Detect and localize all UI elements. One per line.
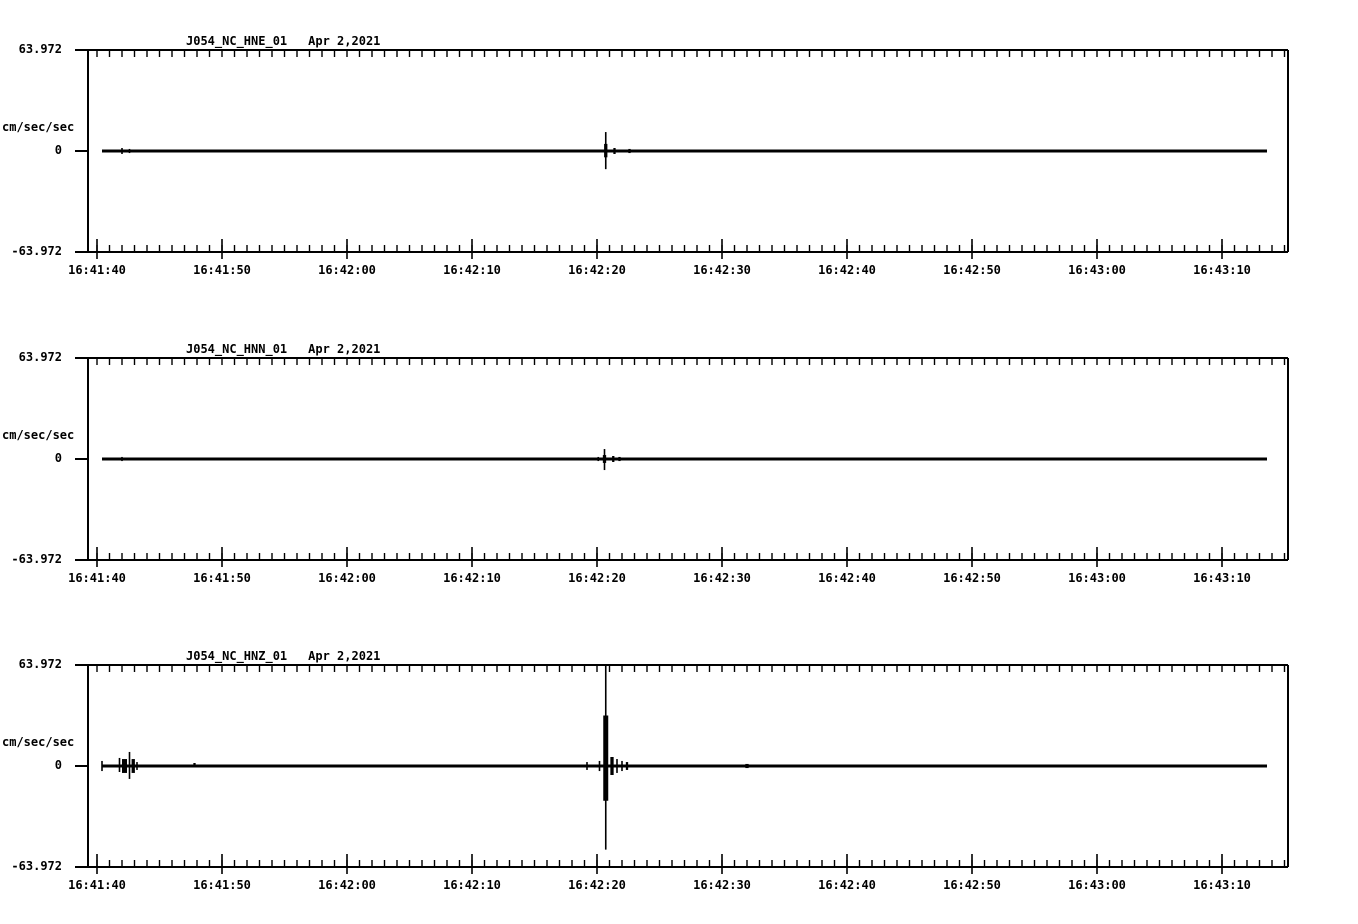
x-tick-label: 16:41:40 bbox=[68, 263, 126, 277]
x-tick-label: 16:42:50 bbox=[943, 263, 1001, 277]
panel-date: Apr 2,2021 bbox=[308, 649, 381, 663]
x-tick-label: 16:41:50 bbox=[193, 263, 251, 277]
x-tick-label: 16:42:20 bbox=[568, 878, 626, 892]
x-tick-label: 16:43:00 bbox=[1068, 571, 1126, 585]
y-min-label: -63.972 bbox=[11, 244, 62, 258]
x-tick-label: 16:43:00 bbox=[1068, 263, 1126, 277]
x-tick-label: 16:42:30 bbox=[693, 263, 751, 277]
x-tick-label: 16:42:10 bbox=[443, 878, 501, 892]
x-tick-label: 16:42:40 bbox=[818, 571, 876, 585]
x-tick-label: 16:41:50 bbox=[193, 878, 251, 892]
x-tick-label: 16:42:50 bbox=[943, 878, 1001, 892]
y-max-label: 63.972 bbox=[18, 42, 62, 56]
x-axis-labels: 16:41:40 16:41:50 16:42:00 16:42:10 16:42:20… bbox=[68, 878, 1314, 896]
panel-title: J054_NC_HNN_01 bbox=[186, 342, 288, 356]
waveform-plot-hnz bbox=[75, 664, 1289, 874]
panel-title: J054_NC_HNZ_01 bbox=[186, 649, 288, 663]
waveform-plot-hnn bbox=[75, 357, 1289, 567]
y-zero-label: 0 bbox=[54, 451, 62, 465]
panel-date: Apr 2,2021 bbox=[308, 342, 381, 356]
x-tick-label: 16:42:20 bbox=[568, 571, 626, 585]
x-axis-labels: 16:41:40 16:41:50 16:42:00 16:42:10 16:42:20… bbox=[68, 571, 1314, 589]
y-unit-label: cm/sec/sec bbox=[2, 735, 75, 749]
x-tick-label: 16:43:00 bbox=[1068, 878, 1126, 892]
y-max-label: 63.972 bbox=[18, 657, 62, 671]
x-tick-label: 16:42:10 bbox=[443, 263, 501, 277]
y-min-label: -63.972 bbox=[11, 552, 62, 566]
x-tick-label: 16:42:00 bbox=[318, 263, 376, 277]
y-min-label: -63.972 bbox=[11, 859, 62, 873]
panel-title: J054_NC_HNE_01 bbox=[186, 34, 288, 48]
x-tick-label: 16:41:40 bbox=[68, 571, 126, 585]
y-unit-label: cm/sec/sec bbox=[2, 428, 75, 442]
x-tick-label: 16:43:10 bbox=[1193, 571, 1251, 585]
x-tick-label: 16:43:10 bbox=[1193, 878, 1251, 892]
y-unit-label: cm/sec/sec bbox=[2, 120, 75, 134]
y-zero-label: 0 bbox=[54, 143, 62, 157]
x-tick-label: 16:43:10 bbox=[1193, 263, 1251, 277]
waveform-panel-hnz: J054_NC_HNZ_01 Apr 2,2021 63.972 cm/sec/… bbox=[0, 649, 1358, 924]
x-tick-label: 16:42:40 bbox=[818, 263, 876, 277]
x-tick-label: 16:41:50 bbox=[193, 571, 251, 585]
x-tick-label: 16:41:40 bbox=[68, 878, 126, 892]
x-tick-label: 16:42:30 bbox=[693, 878, 751, 892]
panel-title-row: J054_NC_HNE_01 Apr 2,2021 bbox=[186, 34, 380, 48]
x-tick-label: 16:42:40 bbox=[818, 878, 876, 892]
y-zero-label: 0 bbox=[54, 758, 62, 772]
panel-title-row: J054_NC_HNZ_01 Apr 2,2021 bbox=[186, 649, 380, 663]
x-tick-label: 16:42:00 bbox=[318, 878, 376, 892]
panel-title-row: J054_NC_HNN_01 Apr 2,2021 bbox=[186, 342, 380, 356]
x-tick-label: 16:42:30 bbox=[693, 571, 751, 585]
x-tick-label: 16:42:00 bbox=[318, 571, 376, 585]
y-max-label: 63.972 bbox=[18, 350, 62, 364]
waveform-panel-hne: J054_NC_HNE_01 Apr 2,2021 63.972 cm/sec/… bbox=[0, 34, 1358, 350]
waveform-plot-hne bbox=[75, 49, 1289, 259]
x-tick-label: 16:42:10 bbox=[443, 571, 501, 585]
x-tick-label: 16:42:20 bbox=[568, 263, 626, 277]
x-axis-labels: 16:41:40 16:41:50 16:42:00 16:42:10 16:42:20… bbox=[68, 263, 1314, 281]
waveform-panel-hnn: J054_NC_HNN_01 Apr 2,2021 63.972 cm/sec/… bbox=[0, 342, 1358, 658]
panel-date: Apr 2,2021 bbox=[308, 34, 381, 48]
x-tick-label: 16:42:50 bbox=[943, 571, 1001, 585]
